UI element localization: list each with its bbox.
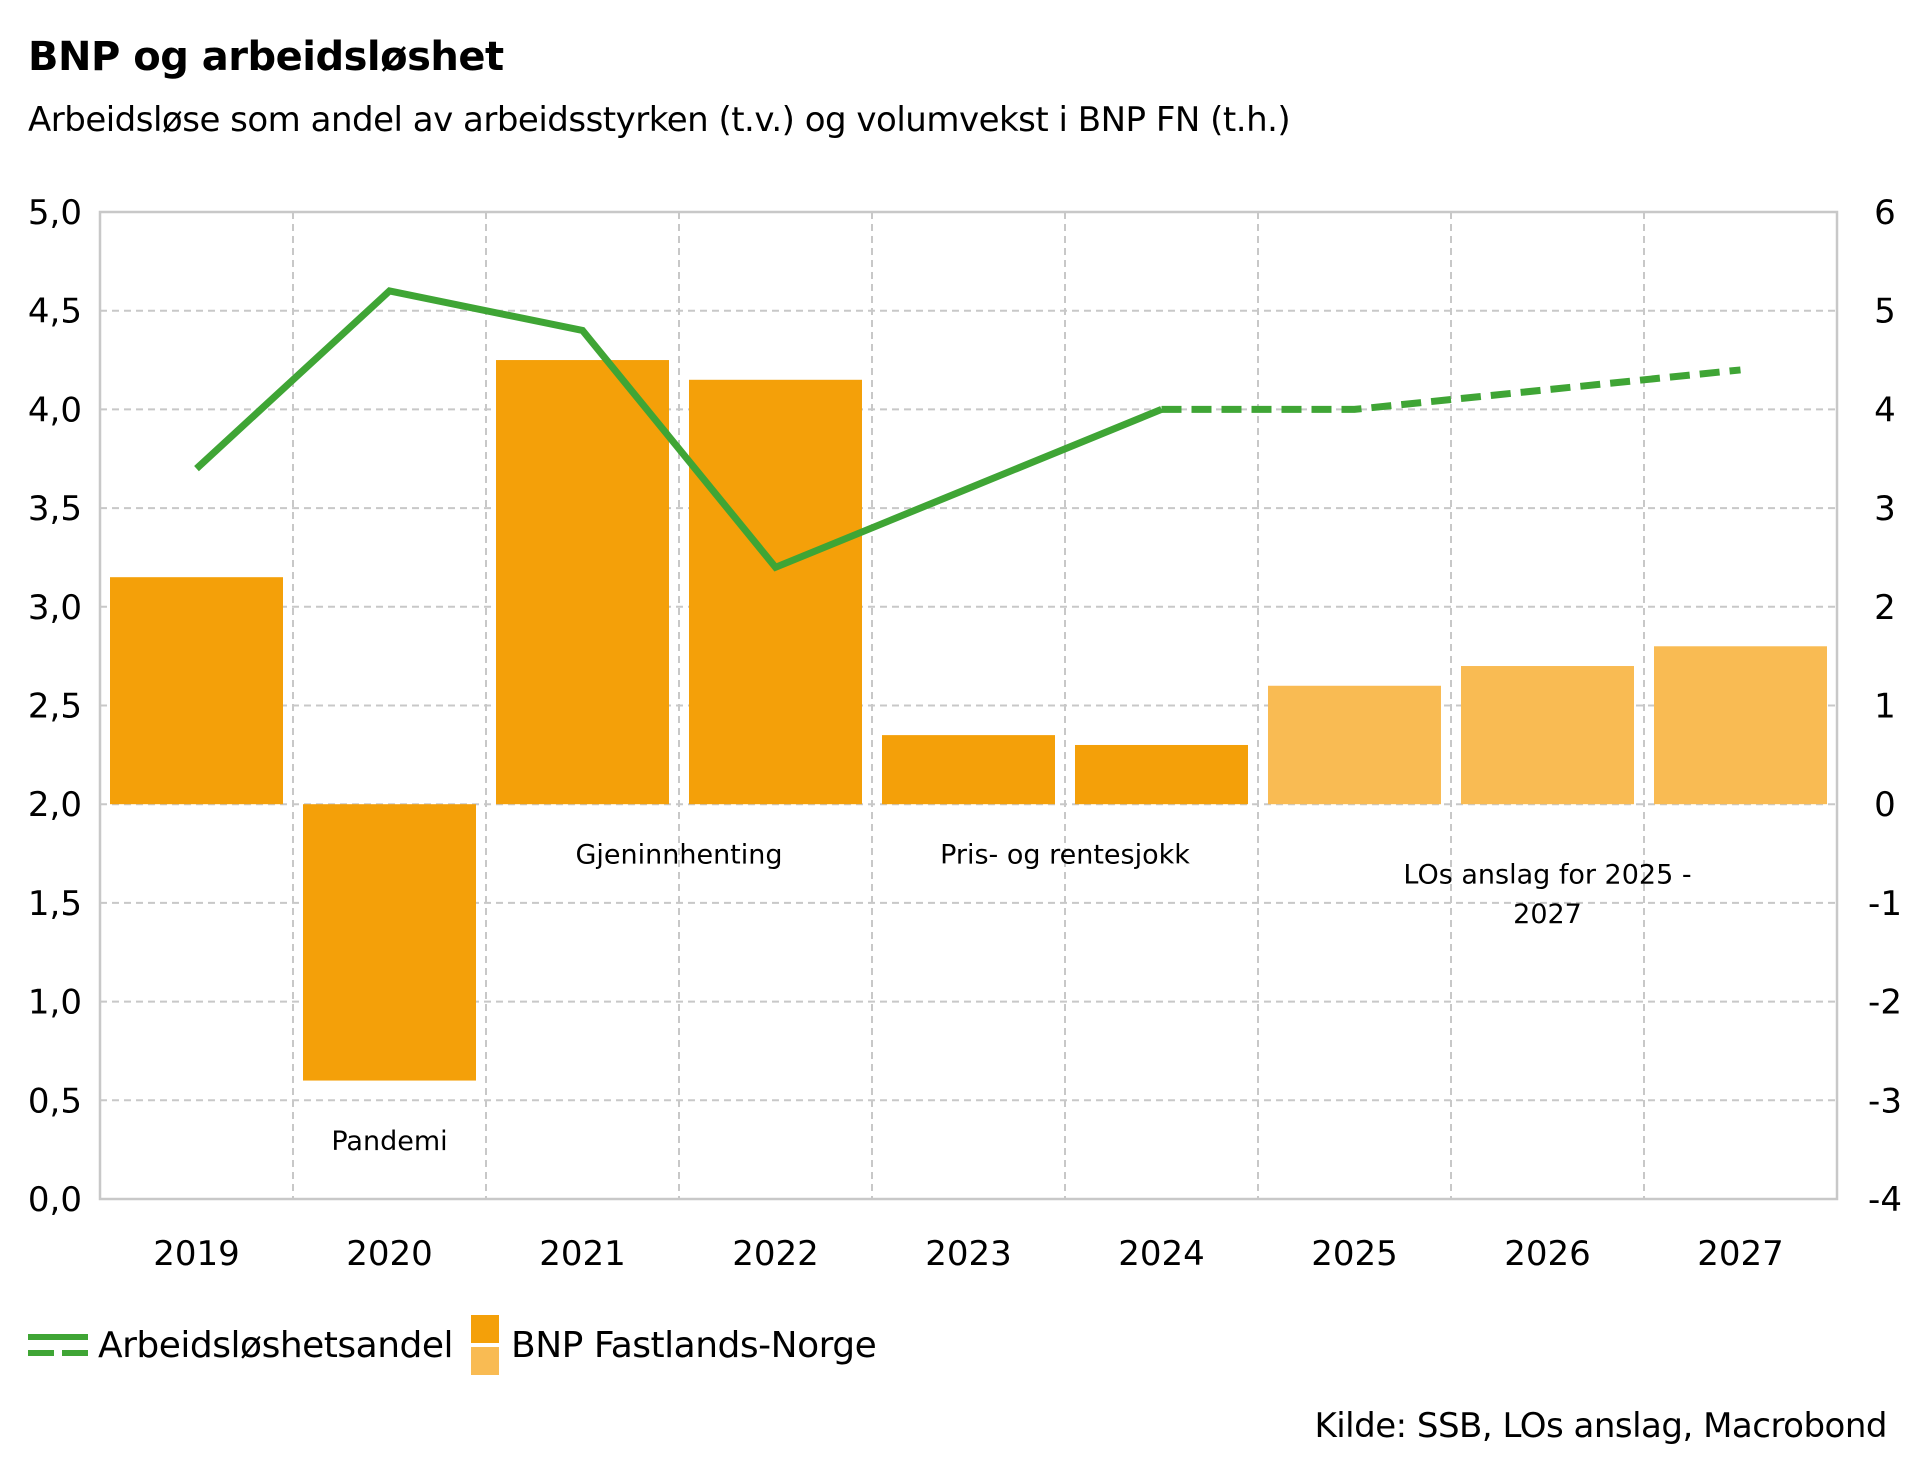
left-tick-label: 4,5 (28, 292, 82, 332)
right-tick-label: 5 (1874, 292, 1896, 332)
right-tick-label: -1 (1868, 884, 1902, 924)
x-tick-label: 2020 (346, 1234, 433, 1274)
left-tick-label: 3,0 (28, 588, 82, 628)
annotation-label: 2027 (1513, 899, 1582, 930)
bar-series (110, 360, 1827, 1081)
left-tick-label: 2,5 (28, 687, 82, 727)
x-axis-ticks: 2019 2020 2021 2022 2023 2024 2025 2026 2027 (153, 1234, 1784, 1274)
right-tick-label: 3 (1874, 489, 1896, 529)
x-tick-label: 2023 (925, 1234, 1012, 1274)
legend-bar-label: BNP Fastlands-Norge (511, 1324, 877, 1366)
left-tick-label: 4,0 (28, 390, 82, 430)
chart-subtitle: Arbeidsløse som andel av arbeidsstyrken … (28, 100, 1291, 140)
x-tick-label: 2022 (732, 1234, 819, 1274)
annotation-label: LOs anslag for 2025 - (1403, 859, 1691, 890)
legend-line-label: Arbeidsløshetsandel (98, 1324, 454, 1366)
x-tick-label: 2027 (1697, 1234, 1784, 1274)
left-axis-ticks: 0,0 0,5 1,0 1,5 2,0 2,5 3,0 3,5 4,0 4,5 5,0 (28, 193, 82, 1220)
right-tick-label: 4 (1874, 390, 1896, 430)
gridlines (100, 212, 1837, 1199)
legend-bar-icon (471, 1315, 500, 1375)
left-tick-label: 0,0 (28, 1180, 82, 1220)
annotation-label: Pris- og rentesjokk (940, 840, 1190, 871)
line-series (194, 287, 1741, 572)
bar-2021 (496, 360, 669, 805)
right-tick-label: 0 (1874, 785, 1896, 825)
right-tick-label: -2 (1868, 983, 1902, 1023)
bar-2025 (1268, 685, 1441, 805)
legend-line-icon (28, 1330, 88, 1360)
left-tick-label: 1,0 (28, 983, 82, 1023)
bar-2027 (1654, 646, 1827, 805)
source-note: Kilde: SSB, LOs anslag, Macrobond (1314, 1406, 1887, 1446)
annotations: Pandemi Gjeninnhenting Pris- og rentesjokk… (331, 840, 1691, 1157)
right-tick-label: 1 (1874, 687, 1896, 727)
right-axis-ticks: -4 -3 -2 -1 0 1 2 3 4 5 6 (1868, 193, 1902, 1220)
left-tick-label: 2,0 (28, 785, 82, 825)
left-tick-label: 0,5 (28, 1081, 82, 1121)
bar-2023 (882, 735, 1055, 805)
x-tick-label: 2024 (1118, 1234, 1205, 1274)
x-tick-label: 2026 (1504, 1234, 1591, 1274)
legend: Arbeidsløshetsandel BNP Fastlands-Norge (28, 1315, 877, 1375)
bar-2024 (1075, 744, 1248, 805)
bar-2022 (689, 379, 862, 805)
x-tick-label: 2021 (539, 1234, 626, 1274)
chart-title: BNP og arbeidsløshet (28, 34, 504, 80)
x-tick-label: 2019 (153, 1234, 240, 1274)
bar-2026 (1461, 666, 1634, 805)
right-tick-label: 6 (1874, 193, 1896, 233)
plot-border (98, 210, 1839, 1201)
plot-frame (98, 210, 1839, 1201)
right-tick-label: -4 (1868, 1180, 1902, 1220)
bar-2019 (110, 577, 283, 805)
chart-area: 0,0 0,5 1,0 1,5 2,0 2,5 3,0 3,5 4,0 4,5 5,0 -4 -3 -2… (28, 193, 1902, 1274)
left-tick-label: 1,5 (28, 884, 82, 924)
unemployment-line-actual (194, 287, 1163, 572)
left-tick-label: 3,5 (28, 489, 82, 529)
unemployment-line-forecast (1161, 366, 1741, 413)
x-tick-label: 2025 (1311, 1234, 1398, 1274)
left-tick-label: 5,0 (28, 193, 82, 233)
right-tick-label: 2 (1874, 588, 1896, 628)
annotation-label: Gjeninnhenting (575, 840, 782, 871)
bar-2020 (303, 804, 476, 1081)
right-tick-label: -3 (1868, 1081, 1902, 1121)
annotation-label: Pandemi (331, 1126, 447, 1157)
